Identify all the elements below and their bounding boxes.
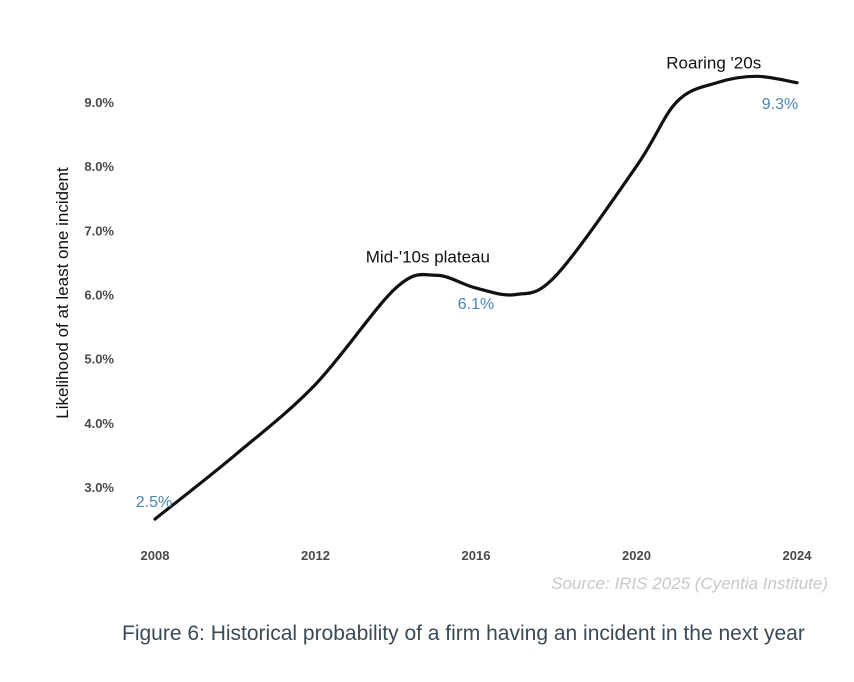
y-tick-label: 6.0% <box>84 288 114 303</box>
data-label: 9.3% <box>762 96 798 113</box>
x-tick-label: 2024 <box>783 548 813 563</box>
y-tick-label: 4.0% <box>84 416 114 431</box>
x-tick-label: 2012 <box>301 548 330 563</box>
source-note: Source: IRIS 2025 (Cyentia Institute) <box>551 574 828 593</box>
x-tick-label: 2016 <box>462 548 491 563</box>
data-label: 6.1% <box>458 296 494 313</box>
y-tick-label: 5.0% <box>84 352 114 367</box>
y-axis-ticks: 3.0% 4.0% 5.0% 6.0% 7.0% 8.0% 9.0% <box>84 95 114 495</box>
line-chart: 3.0% 4.0% 5.0% 6.0% 7.0% 8.0% 9.0% 2008 2012 201… <box>53 53 813 563</box>
annotation-label: Mid-'10s plateau <box>366 247 490 266</box>
y-tick-label: 9.0% <box>84 95 114 110</box>
figure-caption: Figure 6: Historical probability of a fi… <box>122 622 805 645</box>
annotations: Roaring '20s Mid-'10s plateau <box>366 53 761 266</box>
annotation-label: Roaring '20s <box>666 53 761 72</box>
y-axis-label: Likelihood of at least one incident <box>53 167 72 419</box>
y-tick-label: 3.0% <box>84 480 114 495</box>
x-axis-ticks: 2008 2012 2016 2020 2024 <box>141 548 813 563</box>
x-tick-label: 2020 <box>622 548 651 563</box>
x-tick-label: 2008 <box>141 548 170 563</box>
data-labels: 2.5% 6.1% 9.3% <box>136 96 798 511</box>
data-label: 2.5% <box>136 494 172 511</box>
y-tick-label: 7.0% <box>84 223 114 238</box>
y-tick-label: 8.0% <box>84 159 114 174</box>
series-line <box>153 74 799 521</box>
